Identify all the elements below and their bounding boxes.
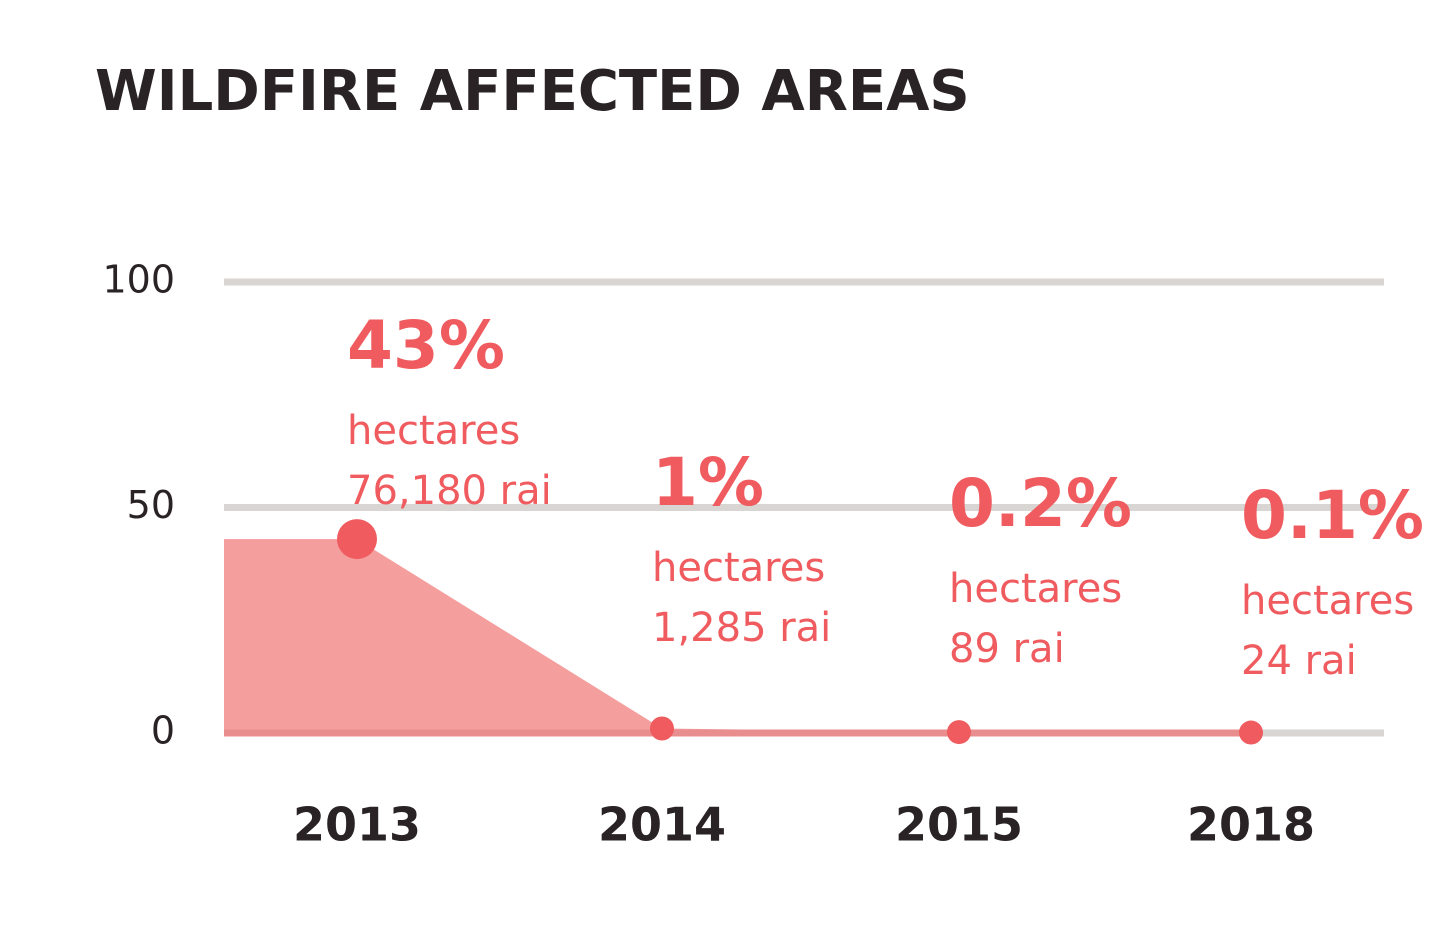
value-label: 0.1% bbox=[1241, 477, 1424, 554]
value-label: 43% bbox=[347, 307, 505, 384]
area bbox=[357, 539, 1251, 733]
note: hectares bbox=[1241, 578, 1414, 624]
value-label: 0.2% bbox=[949, 465, 1132, 542]
value-label: 1% bbox=[652, 444, 764, 521]
x-tick-label: 2015 bbox=[895, 798, 1023, 852]
point bbox=[1239, 720, 1263, 745]
y-tick-label: 50 bbox=[127, 483, 175, 527]
note: hectares bbox=[949, 566, 1122, 612]
x-tick-label: 2018 bbox=[1187, 798, 1315, 852]
x-tick-label: 2013 bbox=[293, 798, 421, 852]
area-lead bbox=[224, 539, 357, 733]
x-tick-label: 2014 bbox=[598, 798, 726, 852]
point bbox=[947, 720, 971, 745]
note: 24 rai bbox=[1241, 638, 1357, 684]
y-tick-label: 0 bbox=[151, 709, 175, 753]
note: hectares bbox=[347, 408, 520, 454]
point bbox=[650, 716, 674, 741]
y-tick-label: 100 bbox=[102, 258, 175, 302]
note: 1,285 rai bbox=[652, 605, 831, 651]
point bbox=[337, 519, 377, 560]
note: hectares bbox=[652, 545, 825, 591]
note: 89 rai bbox=[949, 626, 1065, 672]
chart-title: WILDFIRE AFFECTED AREAS bbox=[95, 59, 970, 124]
note: 76,180 rai bbox=[347, 468, 552, 514]
